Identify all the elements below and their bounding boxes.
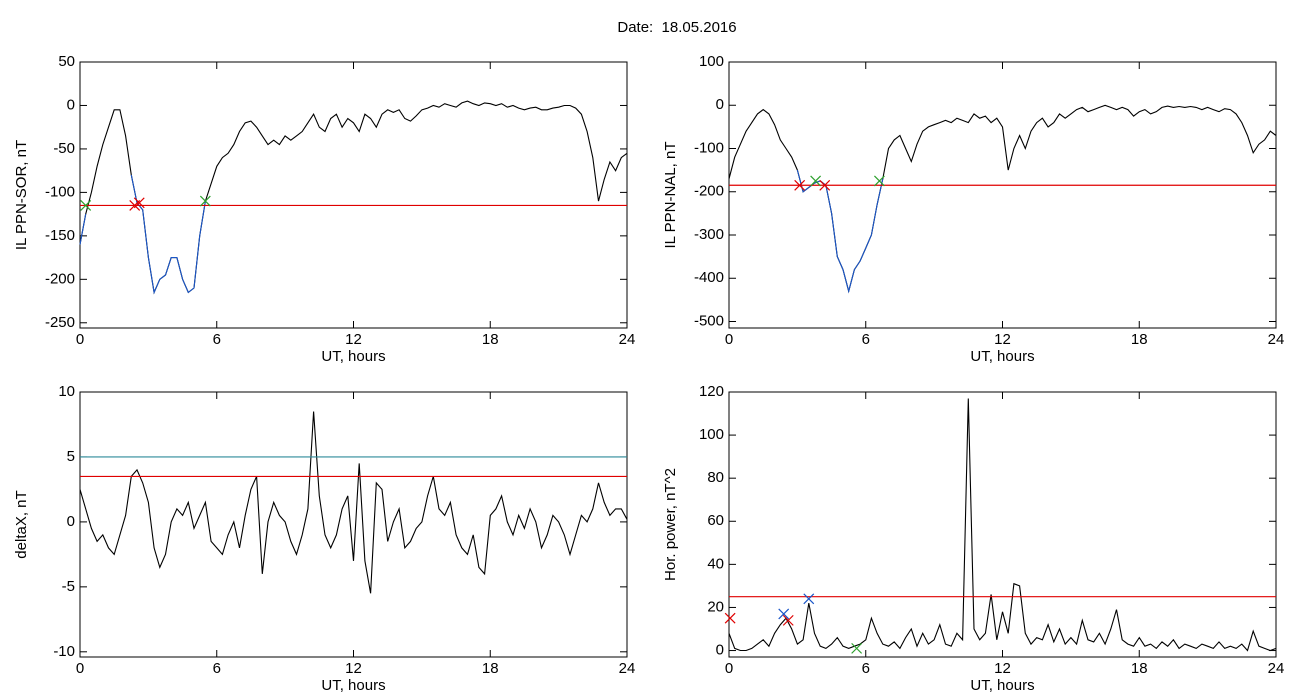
y-tick-label: -250: [45, 314, 75, 331]
y-tick-label: 0: [67, 96, 75, 113]
y-tick-label: 100: [699, 53, 724, 70]
x-tick-label: 0: [725, 331, 733, 348]
y-tick-label: -100: [45, 183, 75, 200]
y-tick-label: -200: [45, 270, 75, 287]
y-axis-label: IL PPN-NAL, nT: [662, 142, 679, 249]
y-tick-label: 50: [58, 53, 75, 70]
y-tick-label: -5: [62, 578, 75, 595]
y-tick-label: 5: [67, 448, 75, 465]
y-axis-label: deltaX, nT: [13, 490, 30, 558]
x-tick-label: 0: [76, 331, 84, 348]
page-title: Date: 18.05.2016: [617, 19, 736, 36]
y-tick-label: 120: [699, 383, 724, 400]
x-tick-label: 6: [862, 331, 870, 348]
y-tick-label: -100: [694, 139, 724, 156]
x-tick-label: 6: [213, 331, 221, 348]
data-line: [79, 411, 628, 594]
y-tick-label: 40: [707, 555, 724, 572]
cross-marker: [810, 175, 822, 187]
x-tick-label: 6: [862, 660, 870, 677]
y-tick-label: -50: [53, 140, 75, 157]
y-axis-label: Hor. power, nT^2: [662, 468, 679, 581]
cross-marker: [80, 200, 92, 211]
cross-marker: [794, 179, 806, 191]
cross-marker: [133, 197, 145, 209]
x-tick-label: 12: [345, 331, 362, 348]
x-tick-label: 24: [1268, 660, 1285, 677]
x-tick-label: 0: [76, 660, 84, 677]
cross-marker: [782, 614, 794, 626]
y-tick-label: 20: [707, 598, 724, 615]
y-tick-label: 0: [716, 642, 724, 659]
x-tick-label: 12: [994, 660, 1011, 677]
x-tick-label: 18: [482, 660, 499, 677]
cross-marker: [199, 195, 211, 207]
y-tick-label: 0: [716, 96, 724, 113]
x-tick-label: 12: [994, 331, 1011, 348]
x-tick-label: 24: [619, 331, 636, 348]
y-tick-label: 10: [58, 383, 75, 400]
x-tick-label: 24: [619, 660, 636, 677]
cross-marker: [778, 608, 790, 620]
y-tick-label: -400: [694, 269, 724, 286]
cross-marker: [724, 612, 736, 624]
x-axis-label: UT, hours: [321, 348, 385, 365]
y-tick-label: -500: [694, 312, 724, 329]
y-tick-label: 60: [707, 512, 724, 529]
cross-marker: [874, 175, 885, 187]
y-tick-label: 80: [707, 469, 724, 486]
x-tick-label: 6: [213, 660, 221, 677]
x-tick-label: 18: [482, 331, 499, 348]
data-line: [79, 174, 206, 295]
x-tick-label: 24: [1268, 331, 1285, 348]
x-tick-label: 12: [345, 660, 362, 677]
x-tick-label: 18: [1131, 331, 1148, 348]
y-tick-label: 0: [67, 513, 75, 530]
cross-marker: [851, 642, 863, 654]
cross-marker: [803, 593, 815, 605]
data-line: [728, 398, 1277, 652]
x-tick-label: 18: [1131, 660, 1148, 677]
cross-marker: [819, 179, 831, 191]
y-tick-label: -150: [45, 227, 75, 244]
y-axis-label: IL PPN-SOR, nT: [13, 140, 30, 250]
x-axis-label: UT, hours: [970, 677, 1034, 694]
y-tick-label: -10: [53, 643, 75, 660]
x-axis-label: UT, hours: [321, 677, 385, 694]
y-tick-label: 100: [699, 426, 724, 443]
y-tick-label: -200: [694, 183, 724, 200]
x-tick-label: 0: [725, 660, 733, 677]
y-tick-label: -300: [694, 226, 724, 243]
x-axis-label: UT, hours: [970, 348, 1034, 365]
